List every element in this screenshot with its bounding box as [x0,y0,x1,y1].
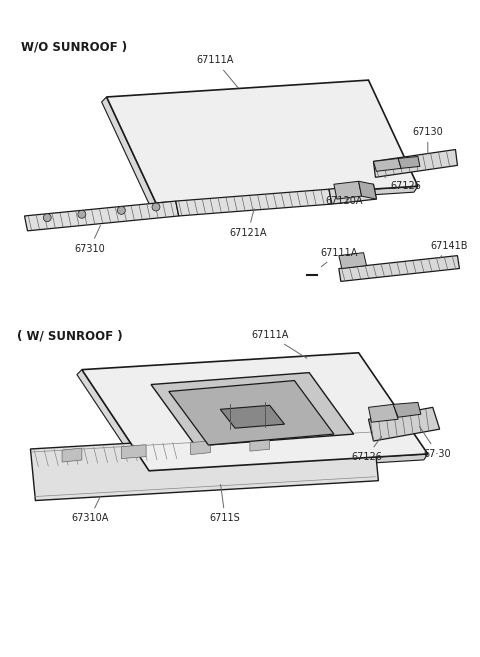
Polygon shape [369,404,398,422]
Polygon shape [152,186,418,209]
Polygon shape [339,253,367,269]
Text: 67130: 67130 [412,127,443,154]
Polygon shape [176,189,332,216]
Polygon shape [329,184,376,204]
Circle shape [118,206,125,214]
Circle shape [78,210,86,218]
Text: 67121A: 67121A [229,209,267,238]
Polygon shape [102,97,156,208]
Polygon shape [62,448,82,462]
Polygon shape [369,407,440,441]
Text: ( W/ SUNROOF ): ( W/ SUNROOF ) [17,330,122,343]
Polygon shape [151,373,354,446]
Polygon shape [398,156,420,168]
Polygon shape [191,441,210,455]
Text: 67·30: 67·30 [420,426,452,459]
Polygon shape [373,150,457,177]
Polygon shape [82,353,428,471]
Circle shape [152,203,160,211]
Text: 67310: 67310 [74,225,105,254]
Text: 67126: 67126 [384,176,421,191]
Text: 67141B: 67141B [431,240,468,258]
Polygon shape [121,445,146,459]
Text: 67111A: 67111A [197,55,238,88]
Polygon shape [334,181,361,199]
Polygon shape [393,402,421,417]
Text: 67310A: 67310A [71,496,108,524]
Polygon shape [220,405,285,428]
Text: 67120A: 67120A [325,196,362,206]
Text: 67111A: 67111A [251,330,307,358]
Polygon shape [107,80,418,203]
Polygon shape [169,380,334,445]
Polygon shape [359,181,376,199]
Polygon shape [373,158,401,171]
Polygon shape [24,201,179,231]
Text: 67111A: 67111A [320,248,358,267]
Text: W/O SUNROOF ): W/O SUNROOF ) [21,41,127,53]
Polygon shape [250,438,270,451]
Polygon shape [77,370,149,476]
Polygon shape [145,454,428,477]
Polygon shape [30,429,378,501]
Text: 67126: 67126 [351,436,382,462]
Circle shape [43,214,51,221]
Text: 6711S: 6711S [210,484,240,524]
Polygon shape [339,256,459,281]
